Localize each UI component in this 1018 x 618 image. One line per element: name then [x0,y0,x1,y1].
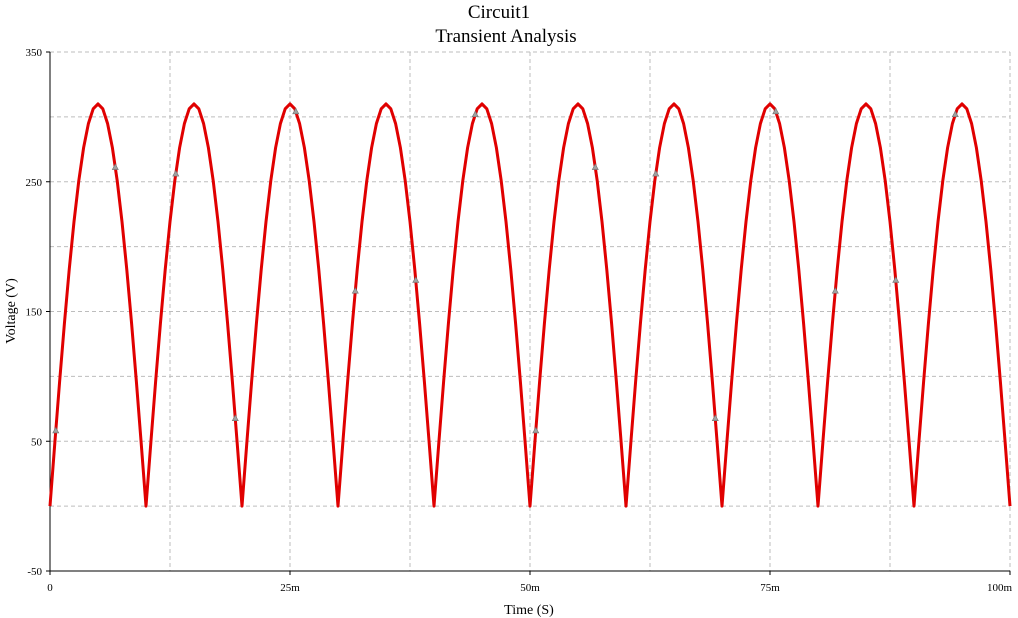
axes [46,51,1011,575]
y-tick-label: 350 [26,47,43,59]
y-tick-label: 50 [31,436,43,448]
y-axis-label: Voltage (V) [4,278,19,344]
series-marker-triangle [52,426,60,434]
tick-labels: 0 25m 50m 75m 100m 350 250 150 50 -50 [26,47,1013,594]
series-marker-triangle [351,287,359,294]
series-marker-triangle [772,107,780,115]
series-marker-triangle [172,169,180,177]
series-marker-triangle [231,414,239,421]
series-marker-triangle [292,107,300,115]
series-marker-triangle [111,163,119,170]
series-marker-triangle [711,414,719,421]
y-tick-label: 150 [26,307,43,319]
series-marker-triangle [831,287,839,294]
chart-title: Circuit1 [468,2,530,23]
series-marker-triangle [532,426,540,434]
x-axis-label: Time (S) [504,603,554,618]
series-layer [48,102,1012,508]
x-tick-label: 75m [760,582,780,594]
series-marker-triangle [471,110,479,118]
series-marker-triangle [652,169,660,177]
chart-subtitle: Transient Analysis [435,26,576,47]
x-tick-label: 50m [520,582,540,594]
series-marker-triangle [412,276,420,283]
series-line [48,102,1012,508]
series-markers [52,107,959,434]
y-tick-label: 250 [26,177,43,189]
x-tick-label: 0 [47,582,53,594]
x-tick-label: 100m [987,582,1013,594]
x-tick-label: 25m [280,582,300,594]
series-marker-triangle [951,110,959,118]
series-marker-triangle [892,276,900,283]
series-marker-triangle [591,163,599,170]
y-tick-label: -50 [27,566,42,578]
